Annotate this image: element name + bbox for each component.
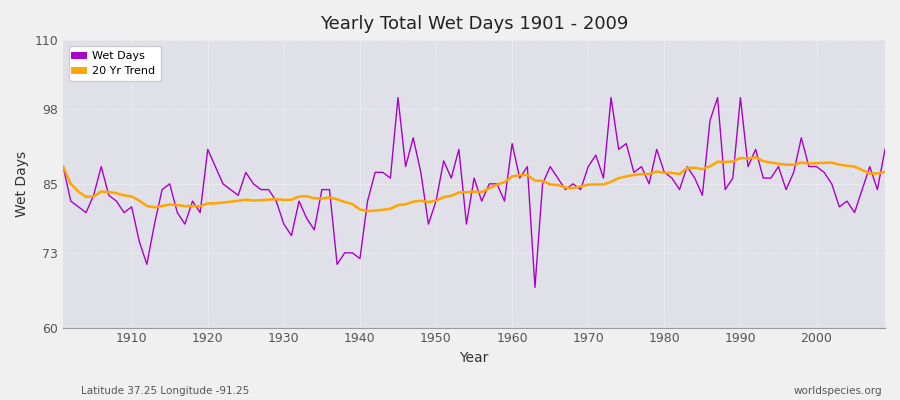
- Text: worldspecies.org: worldspecies.org: [794, 386, 882, 396]
- Legend: Wet Days, 20 Yr Trend: Wet Days, 20 Yr Trend: [68, 46, 161, 82]
- Text: Latitude 37.25 Longitude -91.25: Latitude 37.25 Longitude -91.25: [81, 386, 249, 396]
- 20 Yr Trend: [507, 174, 517, 179]
- Wet Days: [392, 95, 403, 100]
- Wet Days: [613, 147, 624, 152]
- 20 Yr Trend: [58, 164, 68, 169]
- 20 Yr Trend: [751, 155, 761, 160]
- Wet Days: [529, 285, 540, 290]
- 20 Yr Trend: [606, 180, 616, 184]
- Wet Days: [507, 141, 517, 146]
- 20 Yr Trend: [119, 193, 130, 198]
- Line: Wet Days: Wet Days: [63, 98, 885, 287]
- Wet Days: [119, 210, 130, 215]
- Y-axis label: Wet Days: Wet Days: [15, 151, 29, 217]
- 20 Yr Trend: [514, 173, 525, 178]
- 20 Yr Trend: [332, 197, 343, 202]
- X-axis label: Year: Year: [459, 351, 489, 365]
- Wet Days: [58, 164, 68, 169]
- Wet Days: [286, 233, 297, 238]
- 20 Yr Trend: [362, 209, 373, 214]
- 20 Yr Trend: [879, 170, 890, 174]
- 20 Yr Trend: [286, 197, 297, 202]
- Wet Days: [514, 176, 525, 180]
- Wet Days: [332, 262, 343, 267]
- Line: 20 Yr Trend: 20 Yr Trend: [63, 157, 885, 211]
- Wet Days: [879, 147, 890, 152]
- Title: Yearly Total Wet Days 1901 - 2009: Yearly Total Wet Days 1901 - 2009: [320, 15, 628, 33]
